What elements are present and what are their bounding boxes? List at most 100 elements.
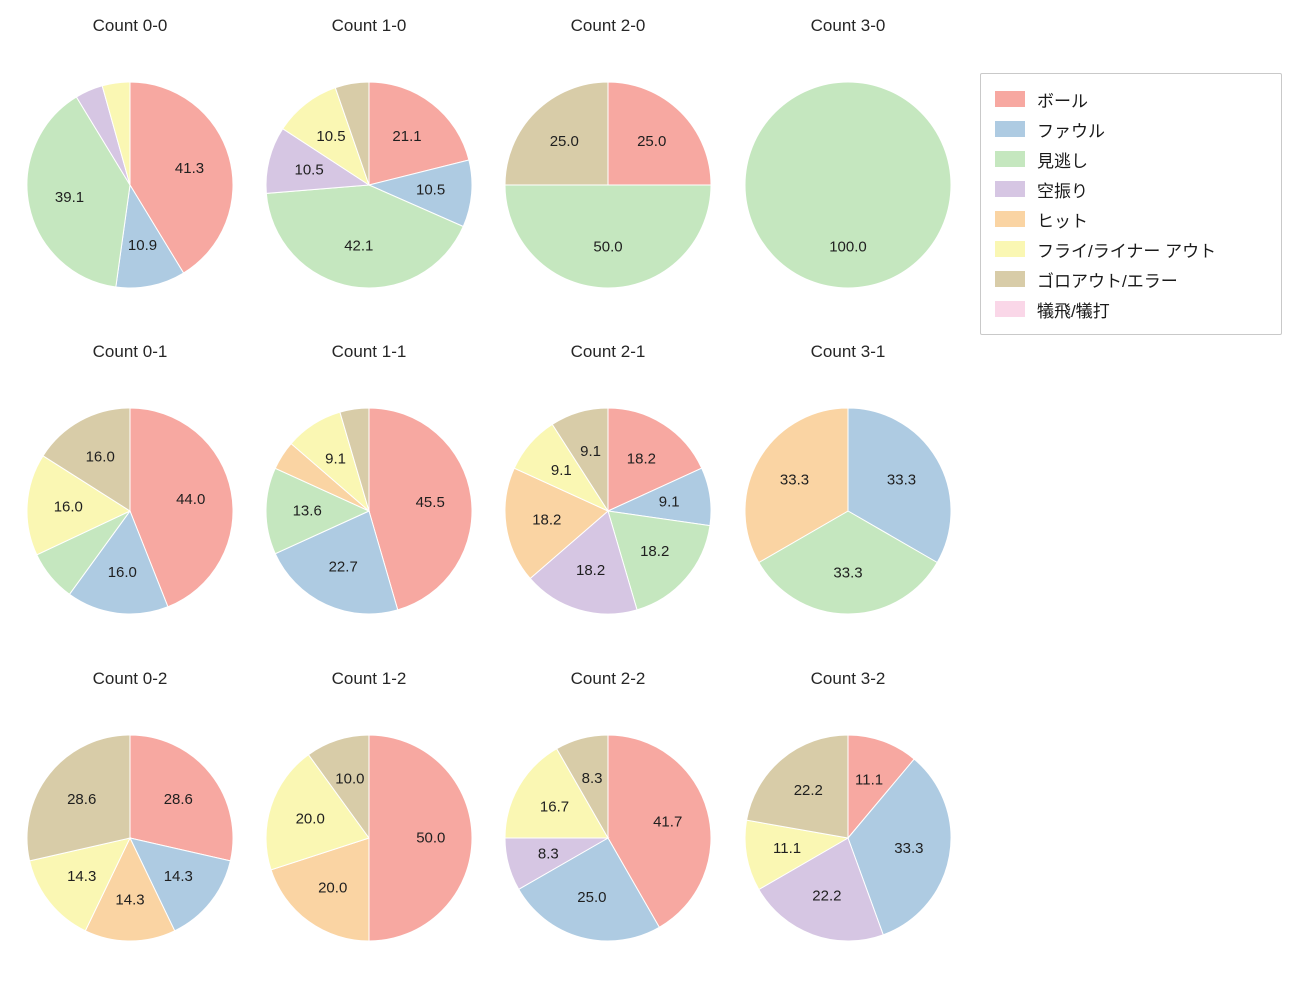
pie-slice-hit [270, 837, 370, 942]
legend-swatch-sac-fly-bunt [995, 301, 1025, 317]
pie-slice-groundout-error [334, 81, 370, 186]
slice-percentage-label: 8.3 [582, 770, 603, 787]
pie-count-1-2: 50.0 20.0 20.0 10.0 [265, 734, 473, 942]
pie-chart-count-3-1: Count 3-1 33.3 33.3 33.3 [728, 340, 968, 631]
slice-percentage-label: 42.1 [344, 237, 373, 254]
pie-slice-swinging-strike [265, 128, 371, 194]
pie-chart-count-3-0: Count 3-0 100.0 [728, 14, 968, 305]
slice-percentage-label: 28.6 [164, 791, 193, 808]
chart-title: Count 2-2 [570, 669, 646, 688]
pie-slice-called-strike [758, 510, 938, 615]
pie-slice-ball [368, 734, 473, 942]
pie-slice-groundout-error [745, 734, 849, 839]
pie-count-1-0: 21.1 10.5 42.1 10.5 10.5 [265, 81, 473, 289]
pie-slice-fly-liner-out [282, 87, 370, 187]
legend-label-groundout-error: ゴロアウト/エラー [1037, 271, 1178, 291]
pie-slice-foul [847, 407, 952, 564]
slice-percentage-label: 41.7 [653, 814, 682, 831]
slice-percentage-label: 14.3 [115, 891, 144, 908]
pie-count-0-0: 41.3 10.9 39.1 [26, 81, 234, 289]
pie-slice-swinging-strike [758, 837, 884, 942]
pie-slice-hit [84, 836, 176, 942]
pie-slice-groundout-error [551, 407, 609, 513]
pie-slice-ball [368, 407, 473, 611]
slice-percentage-label: 20.0 [296, 810, 325, 827]
slice-percentage-label: 25.0 [637, 133, 666, 150]
pie-slice-fly-liner-out [504, 748, 609, 839]
pie-slice-groundout-error [26, 734, 131, 862]
slice-percentage-label: 21.1 [392, 128, 421, 145]
legend-label-called-strike: 見逃し [1037, 151, 1088, 171]
slice-percentage-label: 33.3 [780, 472, 809, 489]
pie-slice-foul [518, 837, 660, 942]
legend-swatch-foul [995, 121, 1025, 137]
slice-percentage-label: 25.0 [550, 133, 579, 150]
pie-slice-groundout-error [504, 81, 609, 186]
slice-percentage-label: 18.2 [640, 543, 669, 560]
slice-percentage-label: 22.2 [812, 888, 841, 905]
pie-slice-groundout-error [42, 407, 131, 512]
legend-swatch-hit [995, 211, 1025, 227]
legend-item-fly-liner-out: フライ/ライナー アウト [995, 234, 1267, 264]
slice-percentage-label: 18.2 [627, 451, 656, 468]
slice-percentage-label: 50.0 [593, 238, 622, 255]
pie-chart-count-1-0: Count 1-0 21.1 10.5 42.1 10.5 10.5 [249, 14, 489, 305]
chart-title: Count 0-0 [92, 16, 168, 35]
pie-slice-ball [129, 407, 234, 608]
legend-swatch-ball [995, 91, 1025, 107]
pie-slice-groundout-error [556, 734, 609, 840]
slice-percentage-label: 20.0 [318, 880, 347, 897]
legend-item-called-strike: 見逃し [995, 144, 1267, 174]
pie-slice-foul [129, 837, 232, 932]
slice-percentage-label: 10.5 [416, 182, 445, 199]
slice-percentage-label: 39.1 [55, 189, 84, 206]
pie-slice-called-strike [265, 467, 371, 555]
chart-title: Count 0-2 [92, 669, 168, 688]
slice-percentage-label: 18.2 [576, 562, 605, 579]
legend-swatch-called-strike [995, 151, 1025, 167]
legend-item-foul: ファウル [995, 114, 1267, 144]
chart-title: Count 2-0 [570, 16, 646, 35]
pie-slice-called-strike [265, 184, 464, 289]
slice-percentage-label: 8.3 [538, 845, 559, 862]
legend-swatch-swinging-strike [995, 181, 1025, 197]
pie-slice-foul [115, 183, 185, 289]
legend-item-swinging-strike: 空振り [995, 174, 1267, 204]
legend-label-hit: ヒット [1037, 211, 1088, 231]
chart-title: Count 3-2 [810, 669, 886, 688]
pie-slice-foul [367, 159, 473, 228]
legend-item-groundout-error: ゴロアウト/エラー [995, 264, 1267, 294]
pie-chart-count-2-1: Count 2-1 18.2 9.1 18.2 18.2 18.2 9.1 9.1 [488, 340, 728, 631]
pie-count-0-2: 28.6 14.3 14.3 14.3 28.6 [26, 734, 234, 942]
pie-slice-foul [847, 758, 952, 936]
slice-percentage-label: 25.0 [577, 889, 606, 906]
pie-count-3-0: 100.0 [744, 81, 952, 289]
pie-slice-groundout-error [307, 734, 370, 840]
legend-label-swinging-strike: 空振り [1037, 181, 1088, 201]
chart-title: Count 2-1 [570, 342, 646, 361]
slice-percentage-label: 22.7 [329, 559, 358, 576]
pie-slice-ball [607, 81, 712, 186]
pie-slice-called-strike [26, 96, 131, 288]
legend-label-ball: ボール [1037, 91, 1088, 111]
chart-title: Count 3-0 [810, 16, 886, 35]
pie-count-1-1: 45.5 22.7 13.6 9.1 [265, 407, 473, 615]
pie-slice-ball [607, 407, 703, 512]
slice-percentage-label: 9.1 [580, 443, 601, 460]
pie-slice-called-strike [504, 184, 712, 289]
pie-slice-called-strike [744, 81, 952, 289]
pie-chart-count-2-2: Count 2-2 41.7 25.0 8.3 16.7 8.3 [488, 667, 728, 958]
pie-chart-count-1-1: Count 1-1 45.5 22.7 13.6 9.1 [249, 340, 489, 631]
legend-swatch-fly-liner-out [995, 241, 1025, 257]
pie-slice-hit [744, 407, 849, 564]
slice-percentage-label: 18.2 [532, 511, 561, 528]
legend-item-ball: ボール [995, 84, 1267, 114]
slice-percentage-label: 14.3 [67, 868, 96, 885]
pie-slice-fly-liner-out [28, 837, 131, 932]
slice-percentage-label: 10.5 [294, 161, 323, 178]
pie-slice-ball [368, 81, 470, 186]
slice-percentage-label: 10.0 [335, 771, 364, 788]
chart-title: Count 1-2 [331, 669, 407, 688]
slice-percentage-label: 16.0 [86, 448, 115, 465]
